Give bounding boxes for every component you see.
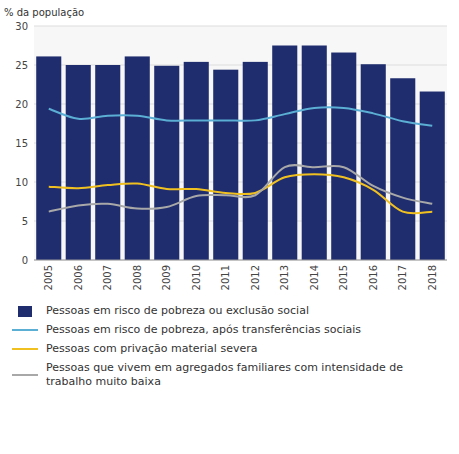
legend-swatch-mark — [12, 374, 38, 376]
x-tick-label: 2017 — [397, 265, 408, 290]
x-axis-line — [34, 260, 447, 261]
legend-swatch-mark — [12, 329, 38, 331]
legend: Pessoas em risco de pobreza ou exclusão … — [0, 300, 459, 389]
y-tick-label: 10 — [15, 177, 28, 188]
bar — [302, 46, 327, 261]
bar — [66, 65, 91, 260]
y-axis-label: % da população — [4, 7, 84, 18]
y-tick-label: 20 — [15, 99, 28, 110]
x-tick-label: 2013 — [279, 265, 290, 290]
legend-item: Pessoas em risco de pobreza ou exclusão … — [12, 304, 447, 318]
legend-swatch — [12, 369, 38, 381]
bar — [420, 92, 445, 260]
bar — [272, 46, 297, 261]
bar — [36, 56, 61, 260]
y-tick-label: 5 — [22, 216, 28, 227]
bar — [331, 53, 356, 260]
x-tick-label: 2007 — [102, 265, 113, 290]
legend-swatch-mark — [12, 348, 38, 350]
x-tick-label: 2006 — [73, 265, 84, 290]
chart: 0 5 10 15 20 25 30 % da população 2005 2006 2007 20… — [0, 0, 459, 300]
x-tick-label: 2014 — [309, 265, 320, 290]
x-tick-label: 2015 — [338, 265, 349, 290]
legend-label: Pessoas em risco de pobreza ou exclusão … — [46, 304, 309, 318]
legend-swatch — [12, 305, 38, 317]
y-tick-label: 25 — [15, 60, 28, 71]
x-tick-label: 2009 — [161, 265, 172, 290]
line — [49, 174, 433, 213]
bar — [361, 64, 386, 260]
bar — [125, 56, 150, 260]
legend-item: Pessoas em risco de pobreza, após transf… — [12, 323, 447, 337]
y-tick-label: 15 — [15, 138, 28, 149]
bar — [95, 65, 120, 260]
legend-swatch-mark — [18, 306, 32, 317]
legend-item: Pessoas que vivem em agregados familiare… — [12, 361, 447, 389]
grid-line — [34, 26, 447, 27]
plot-area — [36, 46, 445, 261]
legend-swatch — [12, 324, 38, 336]
x-tick-label: 2010 — [191, 265, 202, 290]
bar — [213, 70, 238, 260]
legend-label: Pessoas em risco de pobreza, após transf… — [46, 323, 361, 337]
x-tick-label: 2005 — [43, 265, 54, 290]
x-tick-label: 2008 — [132, 265, 143, 290]
bar — [154, 66, 179, 260]
bar — [184, 62, 209, 260]
y-tick-label: 30 — [15, 21, 28, 32]
bar — [390, 78, 415, 260]
bar — [243, 62, 268, 260]
plot-background — [34, 26, 447, 260]
legend-swatch — [12, 343, 38, 355]
line — [49, 165, 433, 212]
legend-label: Pessoas que vivem em agregados familiare… — [46, 361, 447, 389]
legend-label: Pessoas com privação material severa — [46, 342, 257, 356]
x-tick-label: 2011 — [220, 265, 231, 290]
line — [49, 107, 433, 126]
x-tick-label: 2018 — [427, 265, 438, 290]
x-tick-label: 2012 — [250, 265, 261, 290]
legend-item: Pessoas com privação material severa — [12, 342, 447, 356]
y-tick-label: 0 — [22, 255, 28, 266]
x-tick-label: 2016 — [368, 265, 379, 290]
grid-line — [34, 260, 447, 261]
